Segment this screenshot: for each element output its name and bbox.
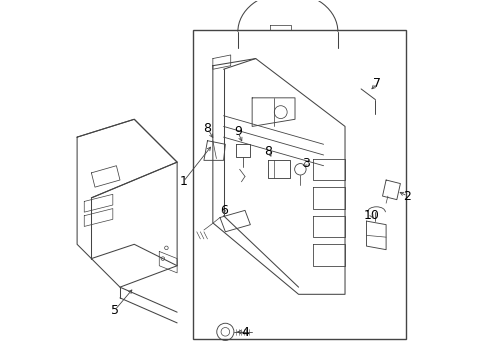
Bar [193,30,406,339]
Text: 9: 9 [234,125,242,138]
Text: 8: 8 [203,122,212,135]
Text: 10: 10 [364,209,380,222]
Text: 8: 8 [264,145,272,158]
Text: 4: 4 [241,326,249,339]
Text: 5: 5 [111,304,119,317]
Text: 1: 1 [179,175,187,188]
Text: 6: 6 [220,204,227,217]
Text: 7: 7 [373,77,381,90]
Text: 3: 3 [302,157,310,170]
Text: 2: 2 [404,190,412,203]
